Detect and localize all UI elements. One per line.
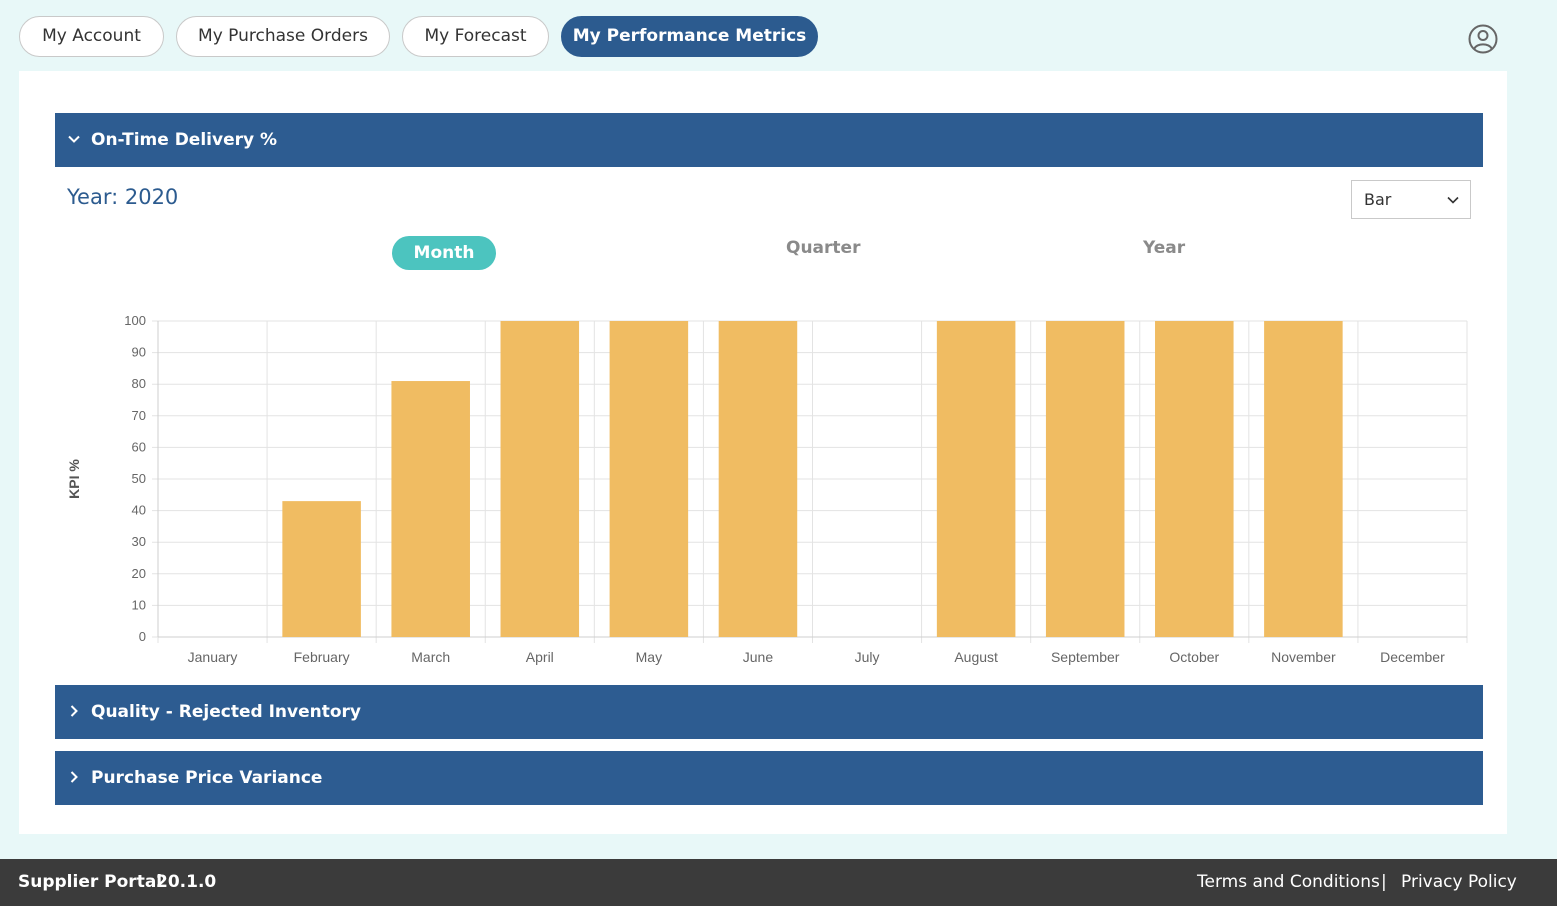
y-tick-label: 60	[132, 439, 146, 454]
chevron-right-icon	[70, 771, 78, 783]
terms-link[interactable]: Terms and Conditions	[1197, 872, 1380, 892]
y-tick-label: 10	[132, 597, 146, 612]
period-year-button[interactable]: Year	[1143, 238, 1186, 258]
bar-september	[1045, 321, 1125, 637]
x-tick-label: April	[526, 649, 554, 665]
x-tick-label: June	[743, 649, 774, 665]
x-tick-label: October	[1169, 649, 1219, 665]
privacy-link[interactable]: Privacy Policy	[1401, 872, 1517, 892]
y-tick-label: 70	[132, 408, 146, 423]
tab-my-purchase-orders[interactable]: My Purchase Orders	[176, 16, 390, 57]
section-title: Purchase Price Variance	[91, 768, 323, 788]
y-tick-label: 40	[132, 503, 146, 518]
x-tick-label: September	[1051, 649, 1120, 665]
bar-november	[1264, 321, 1343, 637]
bar-october	[1155, 321, 1234, 637]
y-axis-label: KPI %	[66, 459, 82, 499]
tab-my-forecast[interactable]: My Forecast	[402, 16, 549, 57]
footer-version: 20.1.0	[156, 872, 217, 892]
x-tick-label: February	[294, 649, 350, 665]
x-tick-label: January	[188, 649, 238, 665]
bar-august	[936, 321, 1016, 637]
bar-may	[609, 321, 689, 637]
section-title: On-Time Delivery %	[91, 130, 278, 150]
chevron-right-icon	[70, 705, 78, 717]
bar-february	[282, 501, 361, 637]
section-header-on-time-delivery[interactable]: On-Time Delivery %	[55, 113, 1483, 167]
chart-type-value: Bar	[1364, 190, 1392, 209]
y-tick-label: 30	[132, 534, 146, 549]
x-tick-label: July	[855, 649, 880, 665]
footer: Supplier Portal 20.1.0 Terms and Conditi…	[0, 859, 1557, 906]
period-month-button[interactable]: Month	[392, 236, 496, 270]
x-tick-label: December	[1380, 649, 1445, 665]
footer-separator: |	[1381, 872, 1387, 892]
y-tick-label: 50	[132, 471, 146, 486]
chevron-down-icon	[68, 135, 80, 143]
section-header-quality-rejected-inventory[interactable]: Quality - Rejected Inventory	[55, 685, 1483, 739]
x-tick-label: May	[636, 649, 662, 665]
footer-brand: Supplier Portal	[18, 872, 163, 892]
y-tick-label: 90	[132, 345, 146, 360]
y-tick-label: 100	[124, 313, 146, 328]
on-time-delivery-bar-chart: 0 10 20 30 40 50 60 70 80 90 100 January February Mar…	[66, 313, 1468, 665]
tab-my-performance-metrics[interactable]: My Performance Metrics	[561, 16, 818, 57]
y-tick-label: 80	[132, 376, 146, 391]
metrics-card: On-Time Delivery % Year: 2020 Bar Month …	[19, 71, 1507, 834]
bar-march	[391, 381, 470, 637]
tab-my-account[interactable]: My Account	[19, 16, 164, 57]
y-tick-label: 0	[139, 629, 146, 644]
bar-april	[500, 321, 580, 637]
period-quarter-button[interactable]: Quarter	[786, 238, 861, 258]
chart-type-select[interactable]: Bar	[1351, 180, 1471, 219]
x-tick-label: November	[1271, 649, 1336, 665]
year-label: Year: 2020	[67, 185, 179, 209]
x-tick-label: March	[411, 649, 450, 665]
bar-june	[718, 321, 798, 637]
top-navigation: My Account My Purchase Orders My Forecas…	[0, 0, 1557, 72]
section-header-purchase-price-variance[interactable]: Purchase Price Variance	[55, 751, 1483, 805]
x-tick-label: August	[954, 649, 998, 665]
chevron-down-icon	[1447, 196, 1459, 204]
user-circle-icon[interactable]	[1467, 23, 1499, 55]
y-tick-label: 20	[132, 566, 146, 581]
section-title: Quality - Rejected Inventory	[91, 702, 361, 722]
